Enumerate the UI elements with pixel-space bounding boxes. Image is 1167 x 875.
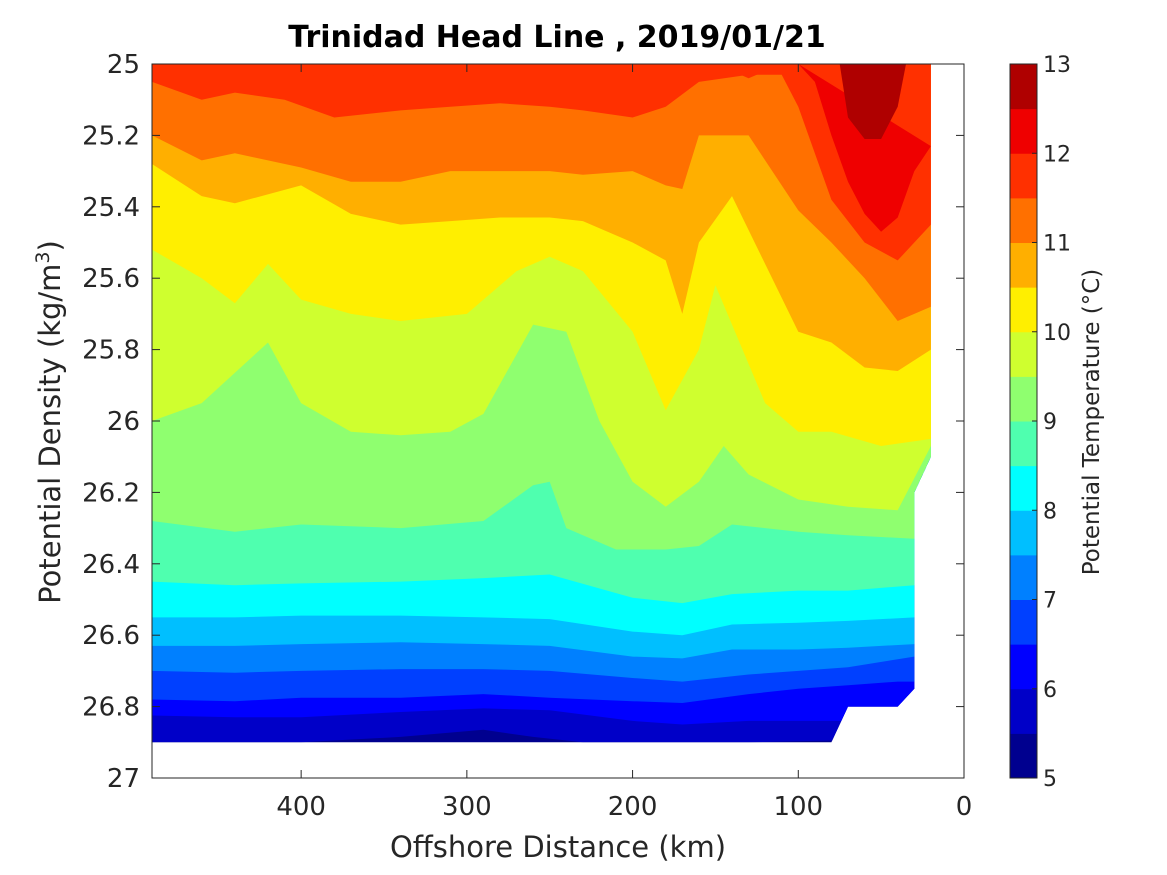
- colorbar: 5 6 7 8 9 10 11 12 13: [1009, 53, 1071, 792]
- colorbar-segment: [1010, 465, 1037, 511]
- y-axis-label: Potential Density (kg/m3): [32, 240, 67, 604]
- y-axis-ticks: 25 25.2 25.4 25.6 25.8 26 26.2 26.4 26.6 26.8 27: [82, 50, 964, 794]
- colorbar-tick-label: 8: [1043, 499, 1057, 524]
- y-tick-label: 26.2: [82, 478, 140, 508]
- y-tick-label: 26.8: [82, 693, 140, 723]
- chart-title: Trinidad Head Line , 2019/01/21: [288, 20, 825, 55]
- colorbar-segment: [1010, 554, 1037, 601]
- colorbar-tick-label: 11: [1043, 232, 1071, 257]
- colorbar-segment: [1010, 242, 1037, 288]
- y-tick-label: 25.4: [82, 193, 140, 223]
- colorbar-segment: [1010, 153, 1037, 199]
- y-tick-label: 27: [107, 764, 140, 794]
- x-tick-label: 0: [956, 792, 973, 822]
- band-top-1: [491, 64, 592, 72]
- colorbar-segment: [1010, 376, 1037, 422]
- colorbar-tick-label: 7: [1043, 589, 1057, 614]
- band-top-0: [301, 64, 401, 79]
- colorbar-tick-label: 13: [1043, 53, 1071, 78]
- x-tick-label: 400: [276, 792, 326, 822]
- y-axis-label-superscript: 3: [32, 251, 54, 263]
- band-above-11: [152, 64, 931, 321]
- x-axis-ticks: 400 300 200 100 0: [276, 64, 972, 822]
- colorbar-segment: [1010, 644, 1037, 690]
- y-axis-label-tail: ): [33, 240, 67, 251]
- colorbar-segment: [1010, 331, 1037, 377]
- x-axis-label: Offshore Distance (km): [390, 830, 726, 864]
- colorbar-segment: [1010, 510, 1037, 556]
- y-tick-label: 25.2: [82, 121, 140, 151]
- y-tick-label: 25: [107, 50, 140, 80]
- colorbar-segment: [1010, 197, 1037, 244]
- y-tick-label: 26.6: [82, 621, 140, 651]
- colorbar-segment: [1010, 688, 1037, 734]
- colorbar-segment: [1010, 421, 1037, 467]
- colorbar-tick-label: 6: [1043, 678, 1057, 703]
- colorbar-tick-label: 9: [1043, 410, 1057, 435]
- colorbar-tick-label: 5: [1043, 767, 1057, 792]
- band-above-12-5: [839, 64, 906, 139]
- x-tick-label: 300: [442, 792, 492, 822]
- band-above-12: [798, 64, 931, 232]
- y-tick-label: 26: [107, 407, 140, 437]
- band-above-11-5: [152, 64, 931, 261]
- colorbar-segment: [1010, 64, 1037, 110]
- colorbar-label: Potential Temperature (°C): [1079, 269, 1105, 576]
- x-tick-label: 200: [608, 792, 658, 822]
- colorbar-segment: [1010, 108, 1037, 154]
- y-tick-label: 25.6: [82, 264, 140, 294]
- colorbar-segment: [1010, 599, 1037, 645]
- colorbar-tick-label: 12: [1043, 142, 1071, 167]
- band-top-2: [715, 64, 782, 79]
- y-tick-label: 25.8: [82, 336, 140, 366]
- colorbar-segment: [1010, 287, 1037, 333]
- y-tick-label: 26.4: [82, 550, 140, 580]
- colorbar-segment: [1010, 733, 1037, 779]
- colorbar-tick-label: 10: [1043, 321, 1071, 346]
- y-axis-label-main: Potential Density (kg/m: [33, 264, 67, 604]
- temperature-bands: [152, 64, 931, 743]
- x-tick-label: 100: [773, 792, 823, 822]
